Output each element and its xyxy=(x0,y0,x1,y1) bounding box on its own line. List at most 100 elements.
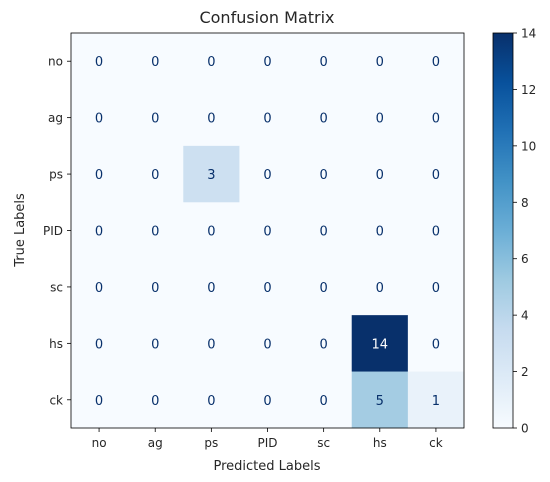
y-tick-label: ag xyxy=(48,111,63,125)
cell-value-label: 0 xyxy=(320,337,328,352)
x-tick-label: no xyxy=(92,436,107,450)
heatmap-cell xyxy=(295,202,353,260)
heatmap-cell xyxy=(239,258,296,316)
cell-value-label: 0 xyxy=(95,225,103,240)
x-tick-label: PID xyxy=(257,436,277,450)
cell-value-label: 0 xyxy=(263,394,271,409)
heatmap-cell xyxy=(295,315,353,372)
cell-value-label: 1 xyxy=(432,394,440,409)
cell-value-label: 0 xyxy=(263,337,271,352)
heatmap-cell xyxy=(407,258,465,316)
y-tick-label: hs xyxy=(49,337,63,351)
y-axis-ticks: no ag ps PID sc hs ck xyxy=(43,55,71,407)
heatmap-cell xyxy=(71,371,128,429)
cell-value-label: 0 xyxy=(263,225,271,240)
y-tick-label: ps xyxy=(49,168,63,182)
heatmap-cell xyxy=(127,315,184,372)
heatmap-cell xyxy=(407,33,465,90)
heatmap-cell xyxy=(183,258,240,316)
cell-value-label: 0 xyxy=(376,225,384,240)
cell-value-label: 0 xyxy=(376,55,384,70)
heatmap-cell xyxy=(239,315,296,372)
x-axis-label: Predicted Labels xyxy=(213,459,320,474)
heatmap-cell xyxy=(407,202,465,260)
x-tick-label: sc xyxy=(317,436,330,450)
heatmap-cell xyxy=(295,33,353,90)
cell-value-label: 0 xyxy=(95,394,103,409)
cell-value-label: 0 xyxy=(95,281,103,296)
heatmap-cell xyxy=(183,371,240,429)
y-tick-label: no xyxy=(48,55,63,69)
heatmap-cell xyxy=(295,258,353,316)
cell-value-label: 0 xyxy=(151,394,159,409)
heatmap-cell xyxy=(295,371,353,429)
cell-value-label: 0 xyxy=(207,281,215,296)
cell-value-label: 0 xyxy=(376,112,384,127)
heatmap-cell xyxy=(407,371,465,429)
heatmap-cell xyxy=(407,145,465,203)
cell-value-label: 0 xyxy=(207,112,215,127)
heatmap-cell xyxy=(351,33,409,90)
heatmap-cell xyxy=(295,145,353,203)
y-tick-label: PID xyxy=(43,224,63,238)
heatmap-cell xyxy=(351,145,409,203)
heatmap-cell xyxy=(239,145,296,203)
colorbar-tick-label: 8 xyxy=(521,196,529,210)
cell-value-label: 0 xyxy=(320,394,328,409)
heatmap-cell xyxy=(183,202,240,260)
heatmap-cell xyxy=(127,202,184,260)
chart-title: Confusion Matrix xyxy=(199,8,334,27)
x-tick-label: ag xyxy=(148,436,163,450)
heatmap-cell xyxy=(351,371,409,429)
heatmap-cells: 0 0 0 0 0 0 0 0 0 0 0 0 0 0 0 0 3 0 0 0 0 0 0 0 0 0 0 0 0 0 0 0 0 0 0 0 0 0 0 0… xyxy=(71,33,465,429)
heatmap-cell xyxy=(183,89,240,147)
heatmap-cell xyxy=(183,33,240,90)
cell-value-label: 0 xyxy=(432,168,440,183)
heatmap-cell xyxy=(127,371,184,429)
cell-value-label: 5 xyxy=(376,394,384,409)
cell-value-label: 0 xyxy=(320,225,328,240)
heatmap-cell xyxy=(351,202,409,260)
cell-value-label: 0 xyxy=(263,168,271,183)
cell-value-label: 0 xyxy=(320,112,328,127)
cell-value-label: 0 xyxy=(95,337,103,352)
colorbar xyxy=(492,32,514,429)
heatmap-cell xyxy=(127,258,184,316)
cell-value-label: 0 xyxy=(320,168,328,183)
cell-value-label: 0 xyxy=(432,112,440,127)
heatmap-cell xyxy=(71,145,128,203)
heatmap-cell xyxy=(183,145,240,203)
cell-value-label: 0 xyxy=(151,225,159,240)
x-tick-label: hs xyxy=(373,436,387,450)
y-axis-label: True Labels xyxy=(13,193,28,268)
heatmap-cell xyxy=(71,315,128,372)
x-axis-ticks: no ag ps PID sc hs ck xyxy=(92,428,443,450)
heatmap-cell xyxy=(127,145,184,203)
cell-value-label: 0 xyxy=(207,337,215,352)
colorbar-tick-label: 4 xyxy=(521,309,529,323)
cell-value-label: 0 xyxy=(320,281,328,296)
heatmap-cell xyxy=(239,371,296,429)
cell-value-label: 0 xyxy=(151,337,159,352)
cell-value-label: 0 xyxy=(95,168,103,183)
cell-value-label: 0 xyxy=(432,225,440,240)
x-tick-label: ps xyxy=(204,436,218,450)
cell-value-label: 0 xyxy=(207,394,215,409)
cell-value-label: 0 xyxy=(95,55,103,70)
cell-value-label: 0 xyxy=(95,112,103,127)
cell-value-label: 0 xyxy=(263,281,271,296)
y-tick-label: sc xyxy=(50,280,63,294)
cell-value-label: 0 xyxy=(263,55,271,70)
cell-value-label: 0 xyxy=(207,225,215,240)
heatmap-cell xyxy=(183,315,240,372)
cell-value-label: 3 xyxy=(207,168,215,183)
heatmap-cell xyxy=(351,315,409,372)
heatmap-cell xyxy=(239,33,296,90)
heatmap-cell xyxy=(239,89,296,147)
heatmap-cell xyxy=(71,89,128,147)
colorbar-tick-label: 12 xyxy=(521,83,536,97)
colorbar-tick-label: 2 xyxy=(521,365,529,379)
cell-value-label: 0 xyxy=(376,281,384,296)
x-tick-label: ck xyxy=(429,436,443,450)
